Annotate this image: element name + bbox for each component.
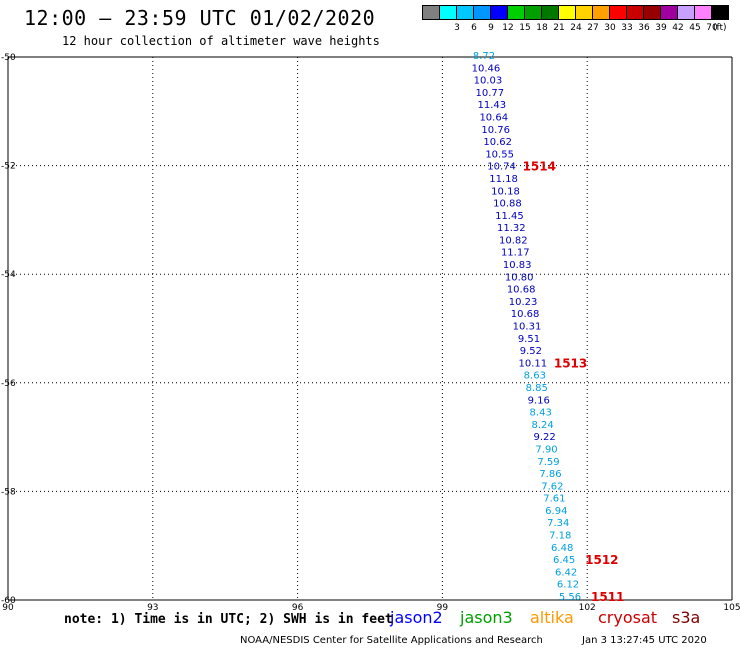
swh-value: 6.48 [551,543,573,554]
lon-tick-label: 93 [147,603,158,613]
swh-value: 10.68 [507,285,536,296]
swh-value: 10.23 [509,297,538,308]
legend-label: 42 [672,23,684,33]
swh-value: 6.45 [553,555,575,566]
lat-tick-label: -54 [1,270,16,280]
satellite-name: jason2 [390,608,443,627]
time-mark: 1514 [523,160,556,174]
satellite-name: jason3 [460,608,513,627]
swh-value: 10.03 [474,76,503,87]
swh-value: 10.82 [499,235,528,246]
legend-label: 9 [488,23,494,33]
swh-value: 10.77 [476,88,505,99]
lon-tick-label: 102 [579,603,596,613]
lon-tick-label: 90 [2,603,14,613]
legend-label: 24 [570,23,582,33]
swh-value: 9.22 [533,432,555,443]
legend-label: 70 [706,23,718,33]
footer-credit: NOAA/NESDIS Center for Satellite Applica… [240,635,543,646]
time-marks: 1514 1513 1512 1511 [523,160,625,604]
lat-tick-label: -56 [1,379,16,389]
swh-value: 5.56 [559,592,581,603]
swh-value: 10.46 [472,63,501,74]
legend-label: 36 [638,23,650,33]
swh-value: 10.74 [487,162,516,173]
satellite-name: cryosat [598,608,658,627]
swh-value: 10.31 [513,322,542,333]
axis-tick-labels: 90 93 96 99 102 105 -50 -52 -54 -56 -58 -60 [1,53,740,613]
swh-value: 6.94 [545,506,567,517]
lon-tick-label: 96 [292,603,304,613]
swh-value: 7.62 [541,481,563,492]
swh-value: 10.80 [505,272,534,283]
footer-timestamp: Jan 3 13:27:45 UTC 2020 [582,635,707,646]
time-mark: 1511 [591,590,624,604]
lat-tick-label: -58 [1,487,16,497]
legend-label: 27 [587,23,599,33]
lon-tick-label: 105 [723,603,740,613]
swh-value: 10.11 [519,358,548,369]
legend-swatch [711,5,729,20]
lat-tick-label: -60 [1,596,16,606]
swh-observations: 8.7210.4610.0310.7711.4310.6410.7610.621… [472,51,581,603]
satellite-name: s3a [672,608,701,627]
swh-value: 7.90 [535,444,557,455]
swh-value: 10.88 [493,199,522,210]
swh-value: 10.18 [491,186,520,197]
swh-value: 10.55 [485,149,514,160]
swh-value: 10.83 [503,260,532,271]
swh-value: 11.32 [497,223,526,234]
lat-tick-label: -50 [1,53,16,63]
time-mark: 1513 [554,356,587,370]
swh-value: 8.24 [532,420,554,431]
swh-value: 10.76 [481,125,510,136]
legend-unit: (ft) [713,23,727,33]
swh-value: 7.34 [547,518,569,529]
swh-value: 7.18 [549,531,571,542]
swh-value: 6.12 [557,580,579,591]
swh-value: 10.62 [483,137,512,148]
swh-value: 7.61 [543,494,565,505]
legend-label: 18 [536,23,548,33]
legend-label: 45 [689,23,701,33]
legend-label: 6 [471,23,477,33]
map-subtitle: 12 hour collection of altimeter wave hei… [62,34,380,48]
swh-value: 6.42 [555,567,577,578]
swh-value: 9.51 [518,334,540,345]
swh-value: 9.16 [528,395,550,406]
swh-value: 7.86 [539,469,561,480]
lon-tick-label: 99 [437,603,449,613]
legend-label: 30 [604,23,616,33]
lat-lon-grid [7,56,733,601]
swh-value: 10.64 [479,112,508,123]
satellite-name: altika [530,608,574,627]
legend-label: 15 [519,23,531,33]
swh-value: 10.68 [511,309,540,320]
map-title: 12:00 – 23:59 UTC 01/02/2020 [24,6,376,30]
footer-note: note: 1) Time is in UTC; 2) SWH is in fe… [64,612,393,627]
swh-value: 8.85 [526,383,548,394]
swh-value: 11.43 [477,100,506,111]
swh-value: 8.72 [473,51,495,62]
swh-value: 11.45 [495,211,524,222]
lat-tick-label: -52 [1,162,16,172]
swh-value: 11.18 [489,174,518,185]
swh-value: 9.52 [520,346,542,357]
legend-label: 12 [502,23,514,33]
swh-value: 8.63 [524,371,546,382]
swh-value: 7.59 [537,457,559,468]
legend-label: 3 [454,23,460,33]
legend-label: 33 [621,23,633,33]
legend-label: 39 [655,23,667,33]
legend-label: 21 [553,23,565,33]
time-mark: 1512 [585,553,618,567]
swh-value: 8.43 [530,408,552,419]
swh-value: 11.17 [501,248,530,259]
